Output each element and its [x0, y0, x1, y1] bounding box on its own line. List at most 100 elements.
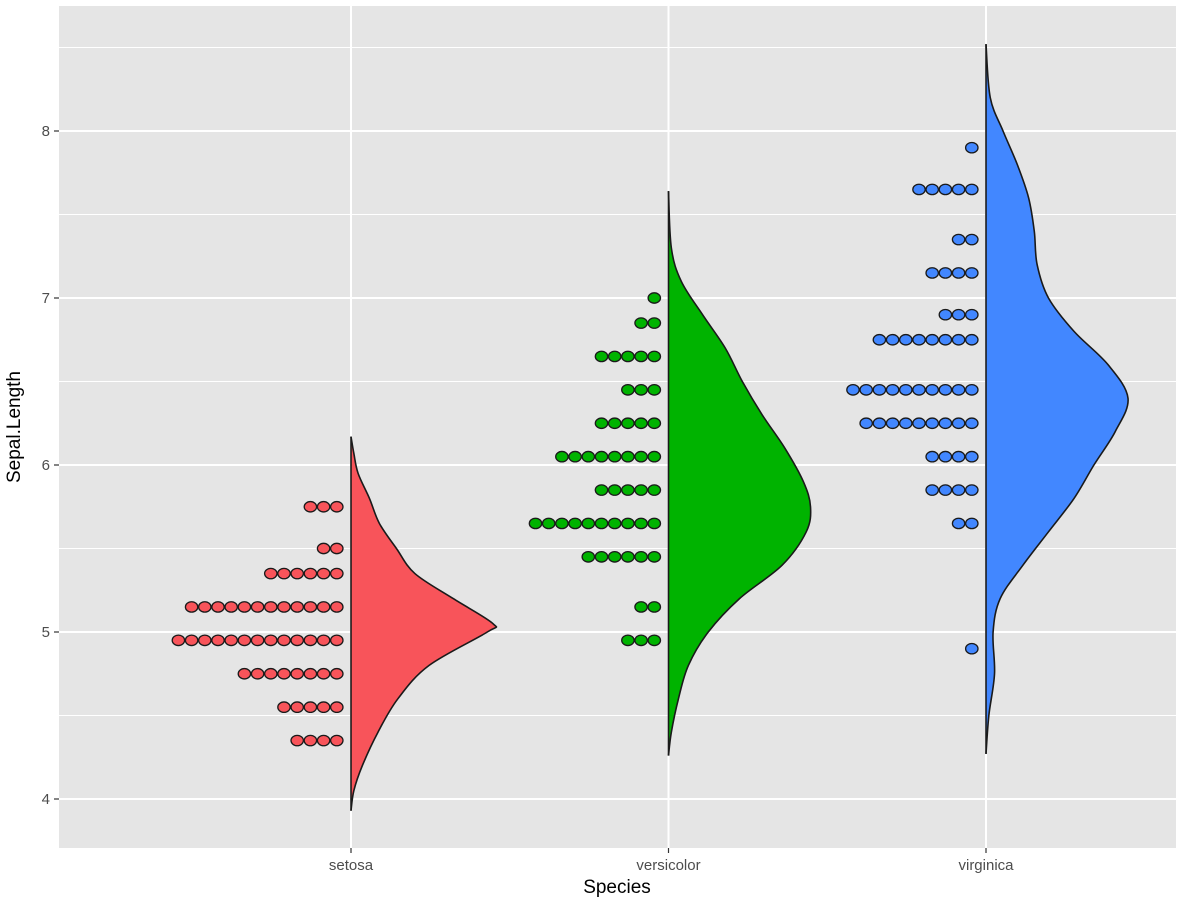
data-dot-virginica	[951, 233, 966, 246]
data-dot-virginica	[938, 333, 953, 346]
density-fill-setosa	[351, 436, 497, 811]
data-dot-versicolor	[607, 350, 622, 363]
data-dot-setosa	[250, 634, 265, 647]
data-dot-setosa	[277, 601, 291, 613]
data-dot-setosa	[171, 634, 186, 647]
data-dot-virginica	[898, 333, 913, 346]
data-dot-virginica	[925, 383, 940, 396]
data-dot-setosa	[329, 634, 344, 647]
data-dot-setosa	[316, 567, 331, 580]
data-dot-virginica	[925, 417, 940, 430]
data-dot-setosa	[290, 601, 305, 613]
data-dot-versicolor	[634, 634, 648, 647]
data-dot-versicolor	[555, 450, 569, 463]
data-dot-versicolor	[634, 417, 648, 430]
data-dot-setosa	[263, 667, 278, 680]
data-dot-versicolor	[621, 517, 635, 530]
data-dot-setosa	[316, 500, 331, 513]
data-dot-setosa	[303, 601, 318, 613]
data-dot-virginica	[872, 333, 887, 346]
data-dot-versicolor	[607, 550, 622, 563]
data-dot-virginica	[964, 233, 979, 246]
data-dot-virginica	[925, 484, 940, 496]
data-dot-versicolor	[634, 601, 648, 613]
data-dot-virginica	[964, 417, 979, 430]
data-dot-setosa	[224, 601, 239, 613]
data-dot-virginica	[964, 333, 979, 346]
data-dot-setosa	[316, 634, 331, 647]
data-dot-setosa	[329, 567, 344, 580]
data-dot-virginica	[925, 267, 940, 279]
data-dot-setosa	[211, 634, 225, 647]
data-dot-versicolor	[607, 417, 622, 430]
data-dot-setosa	[211, 601, 225, 613]
data-dot-virginica	[898, 417, 913, 430]
data-dot-versicolor	[647, 550, 662, 563]
data-dot-virginica	[912, 333, 926, 346]
data-dot-versicolor	[647, 292, 662, 304]
data-dot-versicolor	[621, 383, 635, 396]
data-dot-versicolor	[634, 450, 648, 463]
data-dot-setosa	[184, 634, 199, 647]
data-dot-setosa	[303, 567, 318, 580]
data-dot-virginica	[859, 417, 874, 430]
data-dot-virginica	[938, 417, 953, 430]
density-outline-versicolor	[667, 191, 812, 756]
data-dot-setosa	[237, 601, 252, 613]
data-dot-setosa	[224, 634, 239, 647]
data-dot-setosa	[303, 634, 318, 647]
data-dot-versicolor	[647, 601, 662, 613]
data-dot-setosa	[250, 601, 265, 613]
data-dot-versicolor	[647, 450, 662, 463]
data-dot-versicolor	[621, 350, 635, 363]
data-dot-versicolor	[528, 517, 543, 530]
data-dot-virginica	[938, 383, 953, 396]
data-dot-versicolor	[607, 450, 622, 463]
data-dot-setosa	[263, 601, 278, 613]
data-dot-setosa	[277, 701, 291, 714]
data-dot-versicolor	[634, 350, 648, 363]
data-dot-setosa	[197, 634, 212, 647]
data-dot-virginica	[938, 450, 953, 463]
data-dot-versicolor	[634, 484, 648, 496]
density-halves	[350, 44, 1129, 811]
data-dot-virginica	[964, 267, 979, 279]
data-dot-setosa	[290, 634, 305, 647]
data-dot-virginica	[925, 450, 940, 463]
data-dot-versicolor	[621, 484, 635, 496]
data-dot-setosa	[329, 601, 344, 613]
data-dot-virginica	[885, 333, 900, 346]
data-dot-virginica	[951, 308, 966, 321]
data-dot-virginica	[964, 308, 979, 321]
data-dot-virginica	[964, 517, 979, 530]
data-dot-virginica	[912, 417, 926, 430]
data-dot-setosa	[290, 701, 305, 714]
data-dot-versicolor	[647, 517, 662, 530]
data-dot-setosa	[329, 701, 344, 714]
data-dot-versicolor	[594, 484, 609, 496]
data-dot-setosa	[316, 734, 331, 747]
data-dot-setosa	[263, 634, 278, 647]
x-axis-title: Species	[583, 877, 651, 898]
data-dot-setosa	[290, 734, 305, 747]
data-dot-versicolor	[634, 550, 648, 563]
data-dot-virginica	[938, 183, 953, 196]
data-dot-virginica	[951, 517, 966, 530]
density-outline-virginica	[985, 44, 1129, 754]
y-tick-label: 5	[42, 624, 50, 641]
data-dot-virginica	[938, 484, 953, 496]
data-dot-versicolor	[607, 517, 622, 530]
y-tick-label: 6	[42, 457, 50, 474]
data-dot-virginica	[951, 183, 966, 196]
data-dot-virginica	[938, 308, 953, 321]
data-dot-virginica	[898, 383, 913, 396]
data-dot-virginica	[885, 417, 900, 430]
data-dot-versicolor	[647, 350, 662, 363]
data-dot-setosa	[237, 667, 252, 680]
data-dot-virginica	[964, 183, 979, 196]
data-dot-versicolor	[568, 450, 582, 463]
data-dot-setosa	[290, 667, 305, 680]
data-dot-versicolor	[621, 550, 635, 563]
data-dot-setosa	[316, 701, 331, 714]
